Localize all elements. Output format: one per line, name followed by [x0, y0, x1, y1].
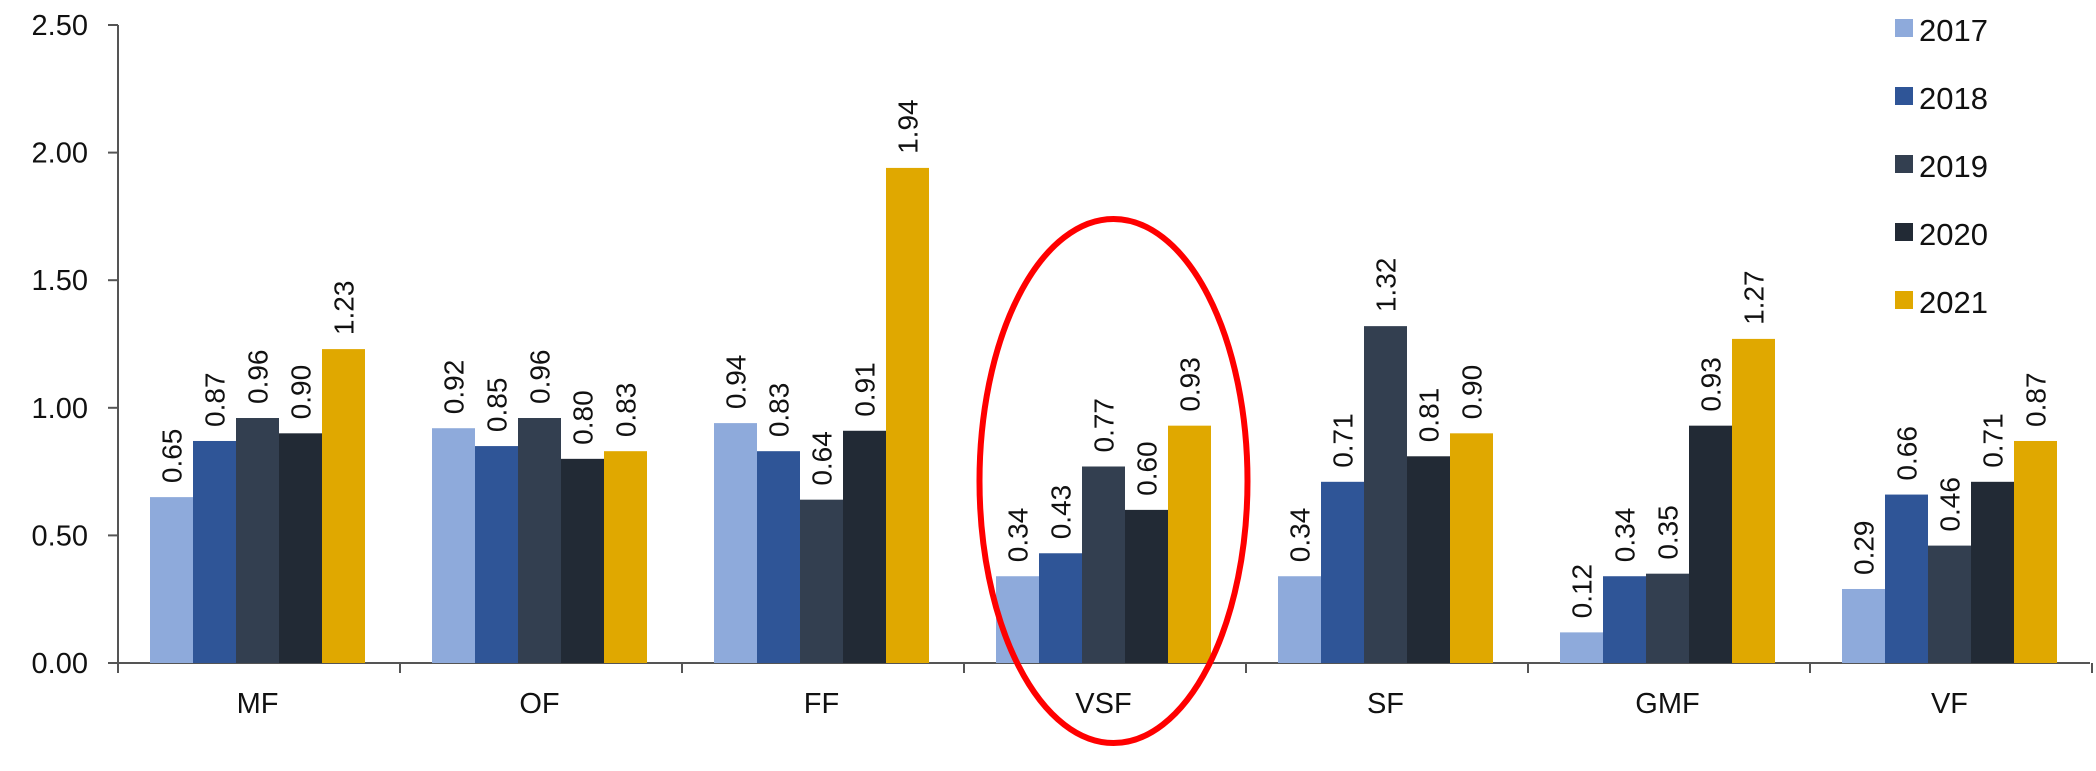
- legend-label: 2021: [1919, 285, 1988, 320]
- bar-mf-2018: [193, 441, 236, 663]
- data-label: 0.29: [1849, 520, 1880, 575]
- bar-of-2018: [475, 446, 518, 663]
- bar-mf-2020: [279, 433, 322, 663]
- data-label: 0.60: [1132, 441, 1163, 496]
- data-label: 0.93: [1696, 357, 1727, 412]
- bar-gmf-2019: [1646, 574, 1689, 663]
- data-label: 0.35: [1653, 505, 1684, 560]
- legend-label: 2020: [1919, 217, 1988, 252]
- data-label: 1.32: [1371, 258, 1402, 313]
- bar-gmf-2017: [1560, 632, 1603, 663]
- legend-label: 2018: [1919, 81, 1988, 116]
- data-label: 0.87: [2021, 372, 2052, 427]
- data-label: 0.64: [807, 431, 838, 486]
- legend-swatch-2017: [1895, 19, 1913, 37]
- bar-ff-2019: [800, 500, 843, 663]
- bar-sf-2020: [1407, 456, 1450, 663]
- bar-sf-2018: [1321, 482, 1364, 663]
- data-label: 0.83: [764, 383, 795, 438]
- bar-sf-2021: [1450, 433, 1493, 663]
- data-label: 0.81: [1414, 388, 1445, 443]
- bar-of-2020: [561, 459, 604, 663]
- x-category-label: OF: [519, 688, 559, 720]
- x-category-label: GMF: [1635, 688, 1699, 720]
- bar-gmf-2018: [1603, 576, 1646, 663]
- bar-mf-2019: [236, 418, 279, 663]
- y-tick-label: 0.50: [32, 520, 88, 552]
- x-category-label: SF: [1367, 688, 1404, 720]
- bar-vsf-2018: [1039, 553, 1082, 663]
- bar-vsf-2021: [1168, 426, 1211, 663]
- bar-of-2021: [604, 451, 647, 663]
- data-label: 1.94: [893, 99, 924, 154]
- bar-ff-2020: [843, 431, 886, 663]
- y-tick-label: 2.50: [32, 10, 88, 42]
- data-label: 0.34: [1285, 508, 1316, 563]
- data-label: 0.96: [243, 350, 274, 405]
- data-label: 1.23: [329, 281, 360, 336]
- bar-vsf-2020: [1125, 510, 1168, 663]
- bar-ff-2017: [714, 423, 757, 663]
- data-label: 0.71: [1328, 413, 1359, 468]
- bar-sf-2019: [1364, 326, 1407, 663]
- data-label: 0.34: [1610, 508, 1641, 563]
- bar-vf-2019: [1928, 546, 1971, 663]
- bar-vf-2021: [2014, 441, 2057, 663]
- legend-label: 2017: [1919, 13, 1988, 48]
- data-label: 0.90: [286, 365, 317, 420]
- data-label: 1.27: [1739, 270, 1770, 325]
- bar-sf-2017: [1278, 576, 1321, 663]
- legend-swatch-2018: [1895, 87, 1913, 105]
- data-label: 0.87: [200, 372, 231, 427]
- bar-of-2019: [518, 418, 561, 663]
- data-label: 0.77: [1089, 398, 1120, 453]
- bar-gmf-2020: [1689, 426, 1732, 663]
- bar-vsf-2019: [1082, 466, 1125, 663]
- bar-vf-2018: [1885, 495, 1928, 663]
- data-label: 0.94: [721, 355, 752, 410]
- bar-of-2017: [432, 428, 475, 663]
- bar-gmf-2021: [1732, 339, 1775, 663]
- bar-ff-2021: [886, 168, 929, 663]
- data-label: 0.65: [157, 429, 188, 484]
- x-category-label: FF: [804, 688, 839, 720]
- legend-swatch-2019: [1895, 155, 1913, 173]
- x-category-label: VSF: [1075, 688, 1131, 720]
- bar-ff-2018: [757, 451, 800, 663]
- data-label: 0.83: [611, 383, 642, 438]
- bar-mf-2021: [322, 349, 365, 663]
- y-tick-label: 1.00: [32, 393, 88, 425]
- data-label: 0.80: [568, 390, 599, 445]
- legend-label: 2019: [1919, 149, 1988, 184]
- data-label: 0.46: [1935, 477, 1966, 532]
- data-label: 0.92: [439, 360, 470, 415]
- legend-swatch-2020: [1895, 223, 1913, 241]
- x-category-label: VF: [1931, 688, 1968, 720]
- y-tick-label: 2.00: [32, 138, 88, 170]
- data-label: 0.90: [1457, 365, 1488, 420]
- bar-vf-2017: [1842, 589, 1885, 663]
- legend: 2017 2018 2019 2020 2021: [1895, 13, 1988, 320]
- bar-vf-2020: [1971, 482, 2014, 663]
- data-label: 0.43: [1046, 485, 1077, 540]
- data-label: 0.91: [850, 362, 881, 417]
- legend-swatch-2021: [1895, 291, 1913, 309]
- data-label: 0.93: [1175, 357, 1206, 412]
- data-label: 0.96: [525, 350, 556, 405]
- bar-mf-2017: [150, 497, 193, 663]
- y-tick-label: 0.00: [32, 648, 88, 680]
- y-tick-label: 1.50: [32, 265, 88, 297]
- data-label: 0.71: [1978, 413, 2009, 468]
- data-label: 0.85: [482, 378, 513, 433]
- data-label: 0.12: [1567, 564, 1598, 619]
- data-label: 0.66: [1892, 426, 1923, 481]
- x-category-label: MF: [237, 688, 279, 720]
- data-label: 0.34: [1003, 508, 1034, 563]
